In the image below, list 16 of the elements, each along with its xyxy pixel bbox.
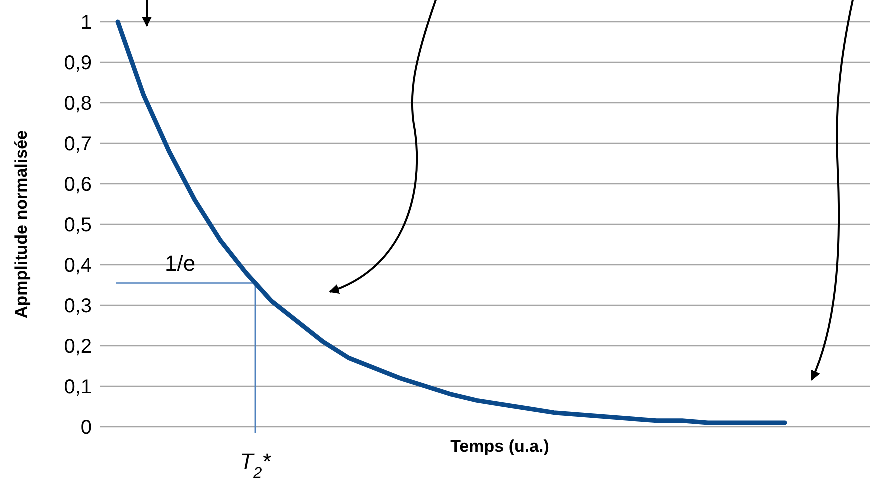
y-tick-label: 0,3 [64, 296, 92, 318]
y-tick-label: 0,4 [64, 255, 92, 277]
line-series [116, 20, 788, 426]
y-tick-label: 0 [80, 417, 92, 439]
y-tick-label: 0,6 [64, 174, 92, 196]
y-tick-label: 1 [80, 12, 92, 34]
ref-line-label: 1/e [165, 251, 196, 276]
x-axis-title: Temps (u.a.) [450, 437, 550, 456]
y-tick-label: 0,2 [64, 336, 92, 358]
y-tick-label: 0,1 [64, 376, 92, 398]
y-tick-label: 0,5 [64, 214, 92, 236]
y-axis-title: Apmplitude normalisée [12, 130, 31, 318]
y-tick-label: 0,8 [64, 93, 92, 115]
y-tick-label: 0,9 [64, 52, 92, 74]
y-tick-label: 0,7 [64, 134, 92, 156]
text: T$_{2}$* [240, 449, 272, 481]
